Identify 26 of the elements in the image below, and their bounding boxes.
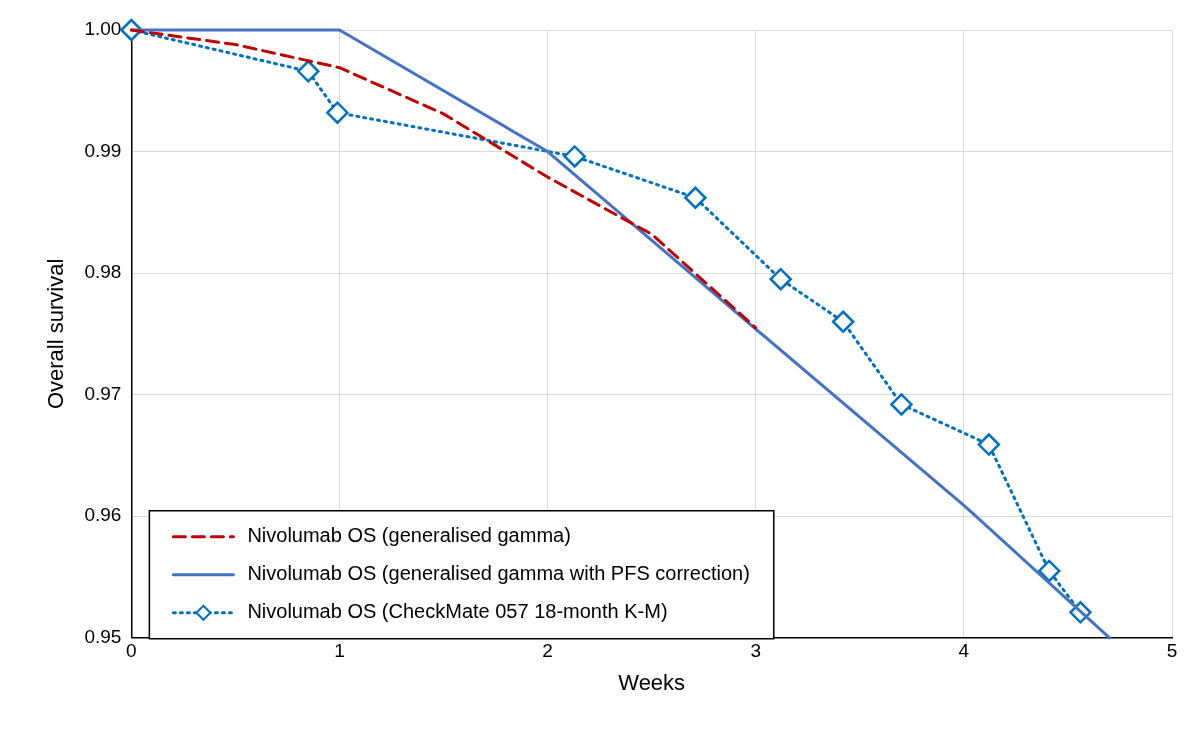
y-tick-label: 0.95 [84,626,122,648]
y-tick-label: 0.96 [84,504,122,526]
point [1037,559,1061,583]
legend-label: Nivolumab OS (generalised gamma with PFS correction) [247,562,750,585]
y-tick-label: 0.98 [84,261,122,283]
x-tick-label: 0 [126,640,137,662]
y-tick-label: 0.99 [84,139,122,161]
legend-label: Nivolumab OS (CheckMate 057 18-month K-M) [247,600,668,623]
point [769,267,792,291]
point [684,186,707,209]
y-axis-title: Overall survival [43,258,69,410]
x-tick-label: 4 [958,640,970,662]
point [890,393,913,416]
x-tick-label: 5 [1166,640,1178,662]
x-tick-label: 2 [542,640,553,662]
legend-label: Nivolumab OS (generalised gamma) [247,524,571,547]
point [831,310,855,333]
point [563,145,586,168]
x-tick-label: 3 [750,640,762,662]
point [297,60,320,83]
point [977,433,1001,456]
point [326,101,349,124]
y-tick-label: 0.97 [84,382,122,404]
x-tick-label: 1 [334,640,345,662]
x-axis-title: Weeks [618,669,686,695]
y-tick-label: 1.00 [84,18,122,40]
